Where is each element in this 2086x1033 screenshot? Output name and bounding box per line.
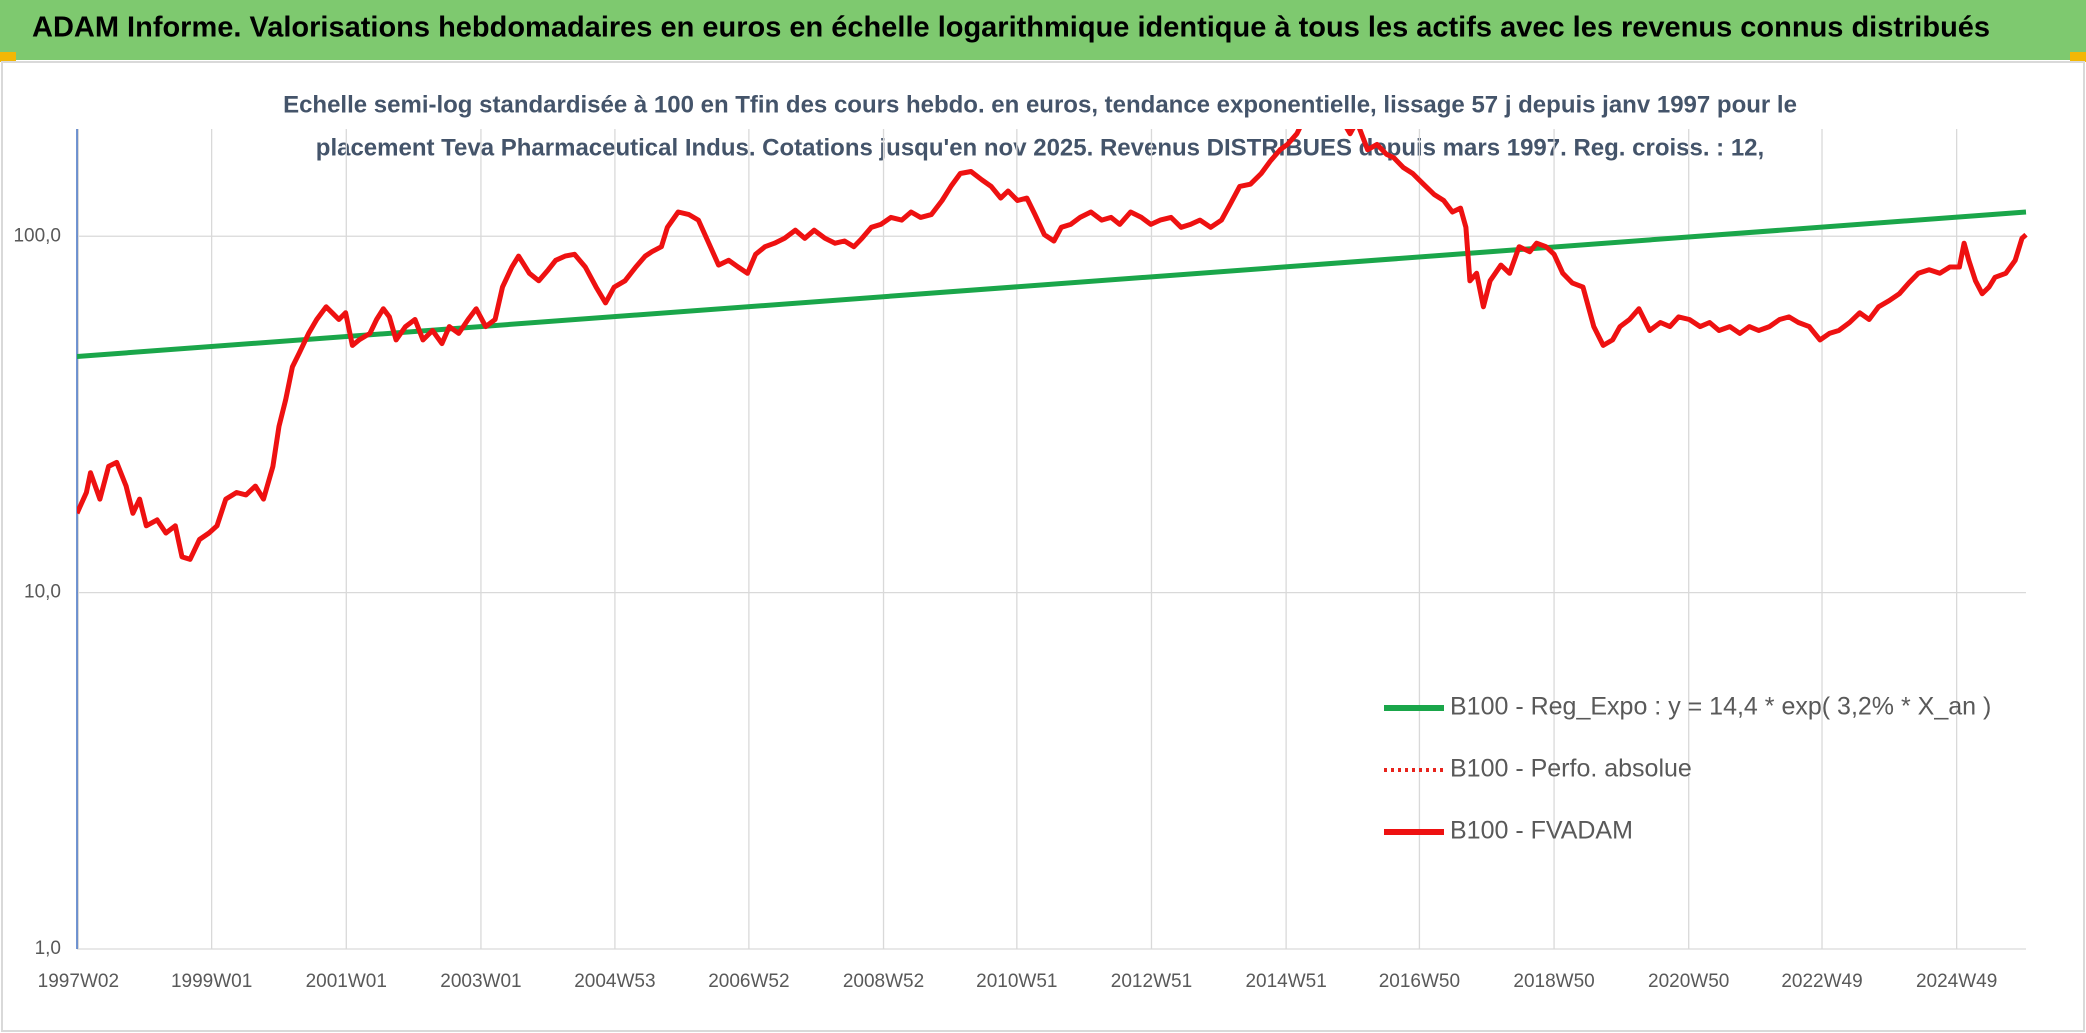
- y-tick-label: 1,0: [35, 938, 61, 959]
- series-line: [77, 129, 2028, 562]
- x-tick-label: 2003W01: [440, 971, 521, 992]
- x-tick-label: 1997W02: [38, 971, 119, 992]
- frame: [1, 61, 2085, 1032]
- chart-title: ADAM Informe. Valorisations hebdomadaire…: [32, 12, 1990, 44]
- chart-subtitle: Echelle semi-log standardisée à 100 en T…: [283, 91, 1797, 118]
- corner-mark: [2070, 52, 2086, 62]
- x-tick-label: 2016W50: [1379, 971, 1460, 992]
- legend-label: B100 - FVADAM: [1450, 817, 1633, 845]
- x-tick-label: 2010W51: [976, 971, 1057, 992]
- x-tick-label: 2006W52: [708, 971, 789, 992]
- x-tick-label: 2024W49: [1916, 971, 1997, 992]
- x-tick-label: 2004W53: [574, 971, 655, 992]
- legend-label: B100 - Perfo. absolue: [1450, 755, 1692, 783]
- x-tick-label: 2020W50: [1648, 971, 1729, 992]
- x-tick-label: 2012W51: [1111, 971, 1192, 992]
- x-tick-label: 2001W01: [306, 971, 387, 992]
- x-tick-label: 2008W52: [843, 971, 924, 992]
- y-tick-label: 100,0: [13, 225, 61, 246]
- x-tick-label: 2014W51: [1245, 971, 1326, 992]
- plot-area: [77, 129, 2028, 562]
- x-tick-label: 2022W49: [1781, 971, 1862, 992]
- x-tick-label: 1999W01: [171, 971, 252, 992]
- corner-mark: [0, 52, 16, 62]
- y-tick-label: 10,0: [24, 582, 61, 603]
- x-tick-label: 2018W50: [1513, 971, 1594, 992]
- legend-label: B100 - Reg_Expo : y = 14,4 * exp( 3,2% *…: [1450, 693, 1991, 721]
- header-bar: [0, 0, 2086, 60]
- chart-subtitle: placement Teva Pharmaceutical Indus. Cot…: [316, 134, 1764, 161]
